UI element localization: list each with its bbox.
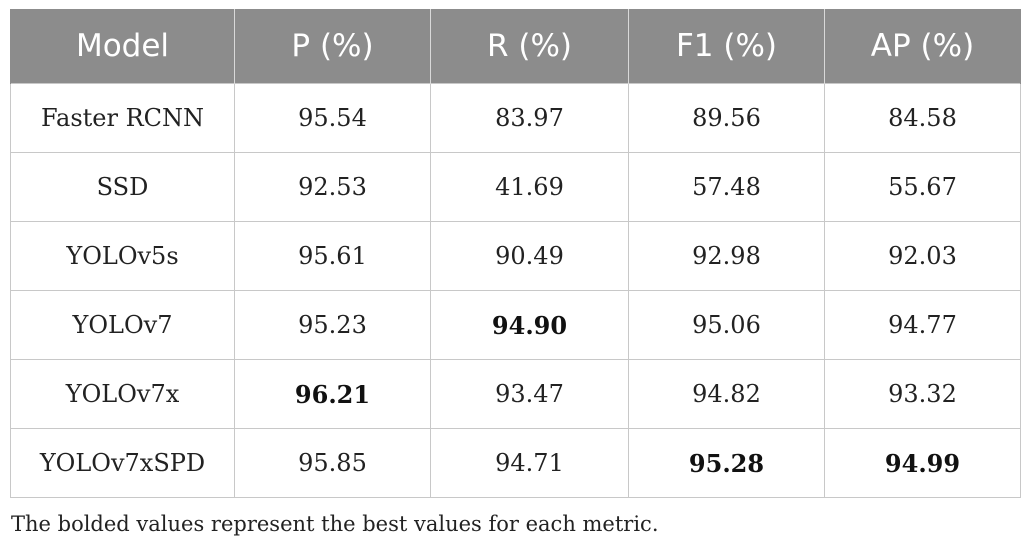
cell-model: YOLOv5s (10, 221, 235, 291)
header-model: Model (10, 9, 235, 84)
cell-model: YOLOv7xSPD (10, 428, 235, 498)
cell-model: YOLOv7 (10, 290, 235, 360)
cell-ap: 94.77 (824, 290, 1021, 360)
cell-recall: 83.97 (430, 83, 629, 153)
cell-ap: 94.99 (824, 428, 1021, 498)
table-row: SSD 92.53 41.69 57.48 55.67 (10, 152, 1021, 222)
cell-model: SSD (10, 152, 235, 222)
cell-precision: 95.54 (234, 83, 431, 153)
cell-precision: 96.21 (234, 359, 431, 429)
cell-f1: 94.82 (628, 359, 825, 429)
cell-f1: 95.06 (628, 290, 825, 360)
table-row: YOLOv7 95.23 94.90 95.06 94.77 (10, 290, 1021, 360)
cell-recall: 41.69 (430, 152, 629, 222)
cell-precision: 95.61 (234, 221, 431, 291)
header-f1: F1 (%) (628, 9, 825, 84)
table-row: Faster RCNN 95.54 83.97 89.56 84.58 (10, 83, 1021, 153)
header-precision: P (%) (234, 9, 431, 84)
table-footnote: The bolded values represent the best val… (11, 512, 659, 536)
table-row: YOLOv7xSPD 95.85 94.71 95.28 94.99 (10, 428, 1021, 498)
cell-ap: 92.03 (824, 221, 1021, 291)
cell-recall: 93.47 (430, 359, 629, 429)
cell-f1: 89.56 (628, 83, 825, 153)
cell-f1: 57.48 (628, 152, 825, 222)
cell-recall: 90.49 (430, 221, 629, 291)
cell-ap: 93.32 (824, 359, 1021, 429)
cell-ap: 55.67 (824, 152, 1021, 222)
header-row: Model P (%) R (%) F1 (%) AP (%) (10, 9, 1021, 84)
cell-precision: 95.23 (234, 290, 431, 360)
cell-precision: 92.53 (234, 152, 431, 222)
header-ap: AP (%) (824, 9, 1021, 84)
cell-recall: 94.71 (430, 428, 629, 498)
cell-model: YOLOv7x (10, 359, 235, 429)
cell-f1: 92.98 (628, 221, 825, 291)
results-table: Model P (%) R (%) F1 (%) AP (%) Faster R… (10, 9, 1021, 498)
table-row: YOLOv7x 96.21 93.47 94.82 93.32 (10, 359, 1021, 429)
header-recall: R (%) (430, 9, 629, 84)
cell-model: Faster RCNN (10, 83, 235, 153)
table-row: YOLOv5s 95.61 90.49 92.98 92.03 (10, 221, 1021, 291)
cell-recall: 94.90 (430, 290, 629, 360)
cell-ap: 84.58 (824, 83, 1021, 153)
cell-precision: 95.85 (234, 428, 431, 498)
cell-f1: 95.28 (628, 428, 825, 498)
results-table-container: Model P (%) R (%) F1 (%) AP (%) Faster R… (10, 9, 1021, 498)
